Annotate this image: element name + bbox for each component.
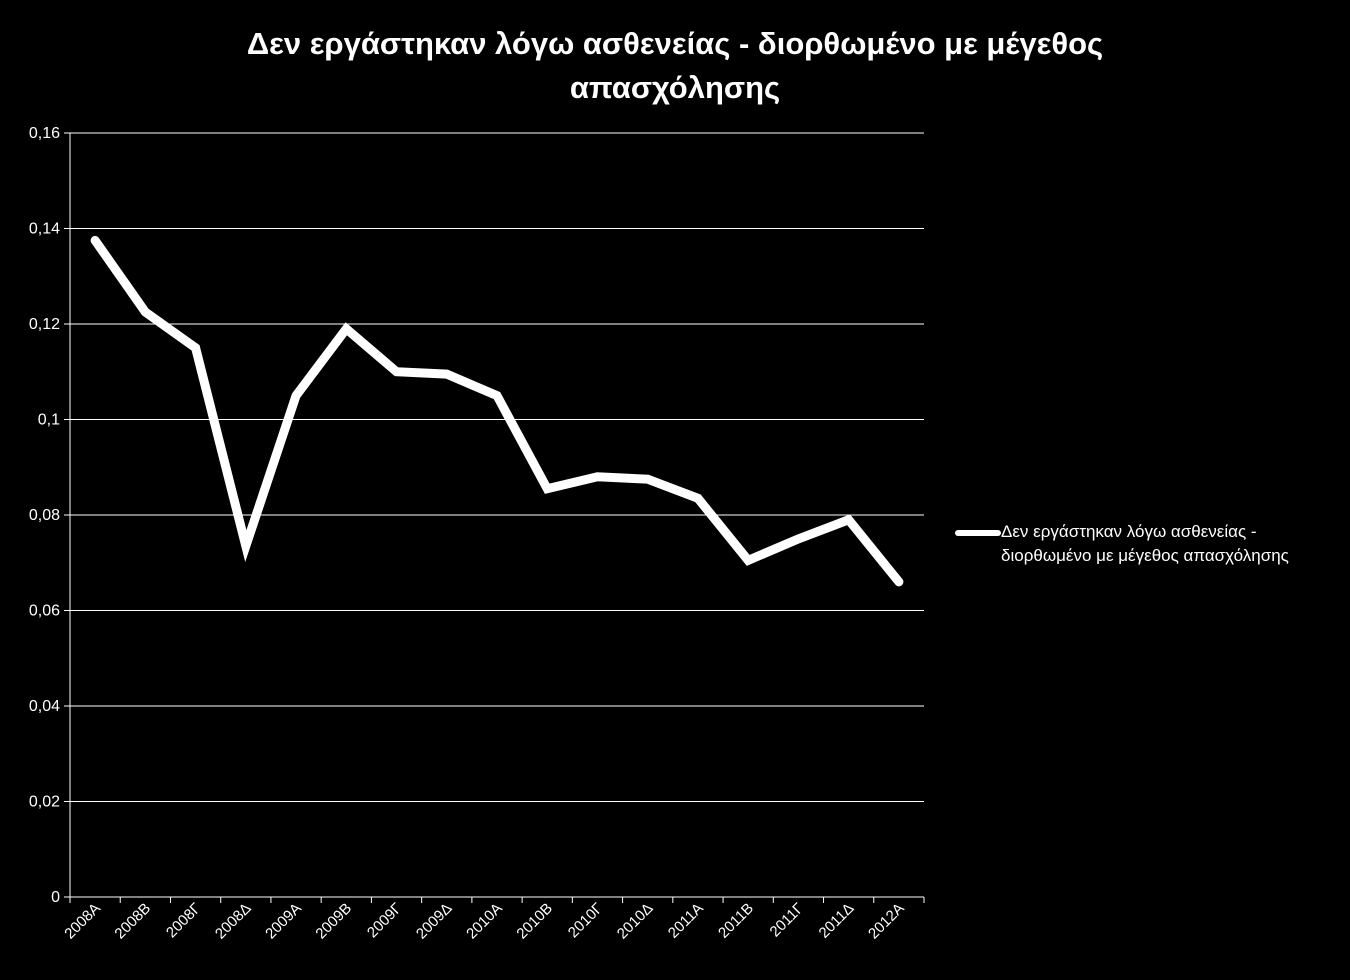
y-tick-label: 0,16 [29,125,60,142]
x-tick-label: 2010Δ [614,900,657,943]
gridlines [70,132,924,802]
y-tick-label: 0,06 [29,603,60,620]
series-line [90,235,904,587]
x-tick-label: 2008Γ [163,900,204,941]
x-tick-label: 2009Δ [413,900,456,943]
x-tick-label: 2010Β [513,900,556,943]
x-tick-label: 2009Β [312,900,355,943]
axes [64,132,925,903]
x-tick-label: 2009Α [262,900,305,943]
x-tick-labels: 2008Α 2008Β 2008Γ 2008Δ 2009Α 2009Β 2009Γ 2009Δ… [61,900,907,943]
x-tick-label: 2008Α [61,900,104,943]
y-tick-label: 0,14 [29,221,60,238]
x-tick-label: 2012Α [865,900,908,943]
y-tick-label: 0,08 [29,507,60,524]
x-tick-label: 2010Α [463,900,506,943]
legend-label: Δεν εργάστηκαν λόγω ασθενείας - διορθωμέ… [1001,522,1289,565]
y-tick-label: 0 [51,889,60,906]
y-tick-label: 0,1 [38,412,60,429]
x-tick-label: 2011Α [665,900,707,942]
y-tick-label: 0,12 [29,316,60,333]
x-tick-label: 2010Γ [565,900,606,941]
x-tick-label: 2008Β [111,900,154,943]
chart-title: Δεν εργάστηκαν λόγω ασθενείας - διορθωμέ… [246,26,1104,105]
x-tick-label: 2011Δ [816,900,858,942]
x-tick-label: 2009Γ [364,900,405,941]
y-tick-label: 0,02 [29,794,60,811]
y-tick-label: 0,04 [29,698,60,715]
x-tick-label: 2011Γ [767,900,808,941]
legend-swatch [955,530,1001,536]
x-tick-label: 2008Δ [212,900,255,943]
x-tick-label: 2011Β [715,900,757,942]
series-layer [90,235,904,587]
y-tick-labels: 0 0,02 0,04 0,06 0,08 0,1 0,12 0,14 0,16 [29,125,60,906]
